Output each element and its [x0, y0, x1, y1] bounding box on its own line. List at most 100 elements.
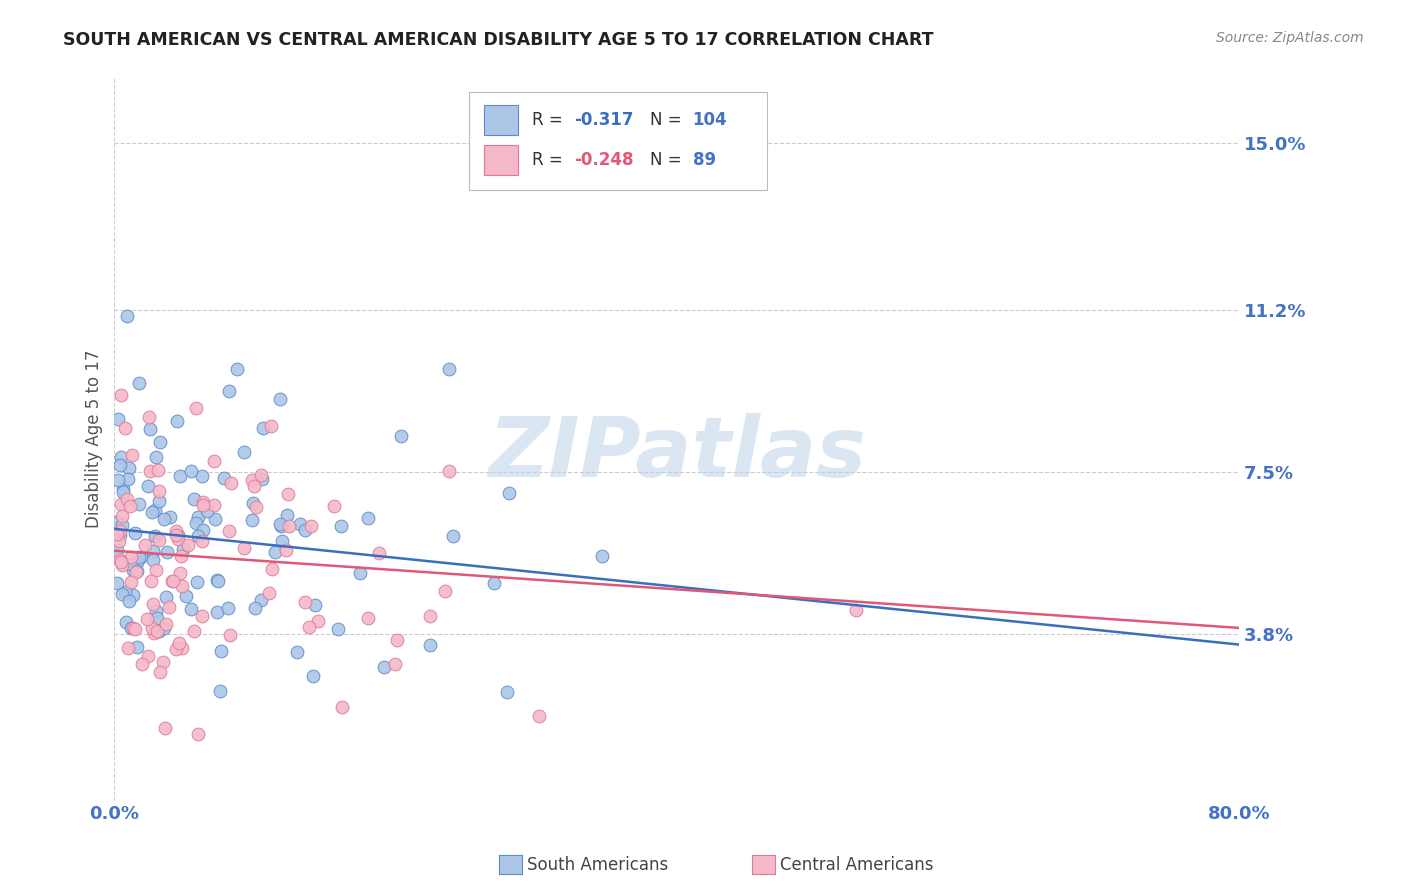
Point: [176, 589, 198, 603]
Point: [149, 435, 172, 450]
Point: [357, 611, 380, 625]
Point: [290, 517, 312, 532]
Point: [112, 482, 135, 496]
Point: [441, 528, 464, 542]
Point: [250, 468, 273, 483]
Point: [139, 574, 162, 589]
Point: [252, 420, 274, 434]
Point: [193, 523, 215, 537]
Point: [143, 502, 166, 516]
Point: [208, 684, 231, 698]
Point: [384, 657, 406, 672]
Point: [139, 422, 162, 436]
Point: [177, 538, 200, 552]
FancyBboxPatch shape: [485, 145, 519, 175]
Point: [389, 429, 412, 443]
Point: [245, 500, 267, 514]
Point: [117, 640, 139, 655]
Point: [142, 553, 165, 567]
Point: [110, 388, 132, 402]
Point: [108, 553, 131, 567]
Point: [139, 464, 162, 478]
Point: [148, 483, 170, 498]
Text: -0.317: -0.317: [575, 112, 634, 129]
Point: [165, 641, 187, 656]
Point: [271, 533, 294, 548]
Point: [172, 541, 194, 556]
Point: [117, 471, 139, 485]
Point: [136, 479, 159, 493]
Point: [157, 599, 180, 614]
Point: [146, 611, 169, 625]
Point: [257, 585, 280, 599]
Point: [212, 471, 235, 485]
Point: [202, 498, 225, 512]
Point: [276, 542, 298, 557]
Point: [482, 576, 505, 591]
Point: [127, 564, 149, 578]
Point: [307, 614, 329, 628]
Point: [141, 621, 163, 635]
Point: [112, 485, 135, 500]
Point: [153, 621, 176, 635]
Point: [148, 624, 170, 638]
Point: [172, 579, 194, 593]
Point: [146, 463, 169, 477]
Point: [110, 497, 132, 511]
Text: 89: 89: [693, 151, 716, 169]
Point: [250, 593, 273, 607]
Point: [107, 534, 129, 549]
Point: [127, 640, 149, 654]
Point: [367, 546, 389, 560]
Point: [108, 528, 131, 542]
Point: [105, 527, 128, 541]
Point: [184, 516, 207, 531]
Point: [124, 526, 146, 541]
Point: [153, 512, 176, 526]
Point: [298, 620, 321, 634]
Point: [138, 409, 160, 424]
Point: [207, 574, 229, 589]
Point: [205, 605, 228, 619]
Point: [277, 519, 299, 533]
Point: [242, 495, 264, 509]
Point: [270, 519, 292, 533]
Point: [128, 376, 150, 390]
Point: [242, 513, 264, 527]
Point: [260, 562, 283, 576]
Point: [240, 473, 263, 487]
Point: [128, 497, 150, 511]
Point: [209, 644, 232, 658]
Point: [191, 609, 214, 624]
Point: [122, 621, 145, 635]
Point: [304, 598, 326, 612]
Text: SOUTH AMERICAN VS CENTRAL AMERICAN DISABILITY AGE 5 TO 17 CORRELATION CHART: SOUTH AMERICAN VS CENTRAL AMERICAN DISAB…: [63, 31, 934, 49]
Point: [125, 555, 148, 569]
Point: [107, 411, 129, 425]
Point: [302, 669, 325, 683]
Point: [322, 499, 344, 513]
Point: [115, 615, 138, 630]
Point: [142, 626, 165, 640]
Point: [162, 574, 184, 588]
Point: [217, 601, 239, 615]
Point: [145, 450, 167, 465]
Point: [437, 362, 460, 376]
Point: [155, 721, 177, 735]
Point: [225, 361, 247, 376]
Point: [117, 309, 139, 323]
Point: [269, 517, 291, 532]
Point: [169, 469, 191, 483]
Point: [330, 699, 353, 714]
Point: [105, 575, 128, 590]
Point: [193, 498, 215, 512]
Y-axis label: Disability Age 5 to 17: Disability Age 5 to 17: [86, 350, 103, 528]
Point: [118, 499, 141, 513]
Text: Central Americans: Central Americans: [780, 856, 934, 874]
Point: [191, 495, 214, 509]
Point: [170, 549, 193, 564]
Point: [141, 505, 163, 519]
Point: [111, 587, 134, 601]
Point: [419, 609, 441, 624]
Point: [419, 638, 441, 652]
